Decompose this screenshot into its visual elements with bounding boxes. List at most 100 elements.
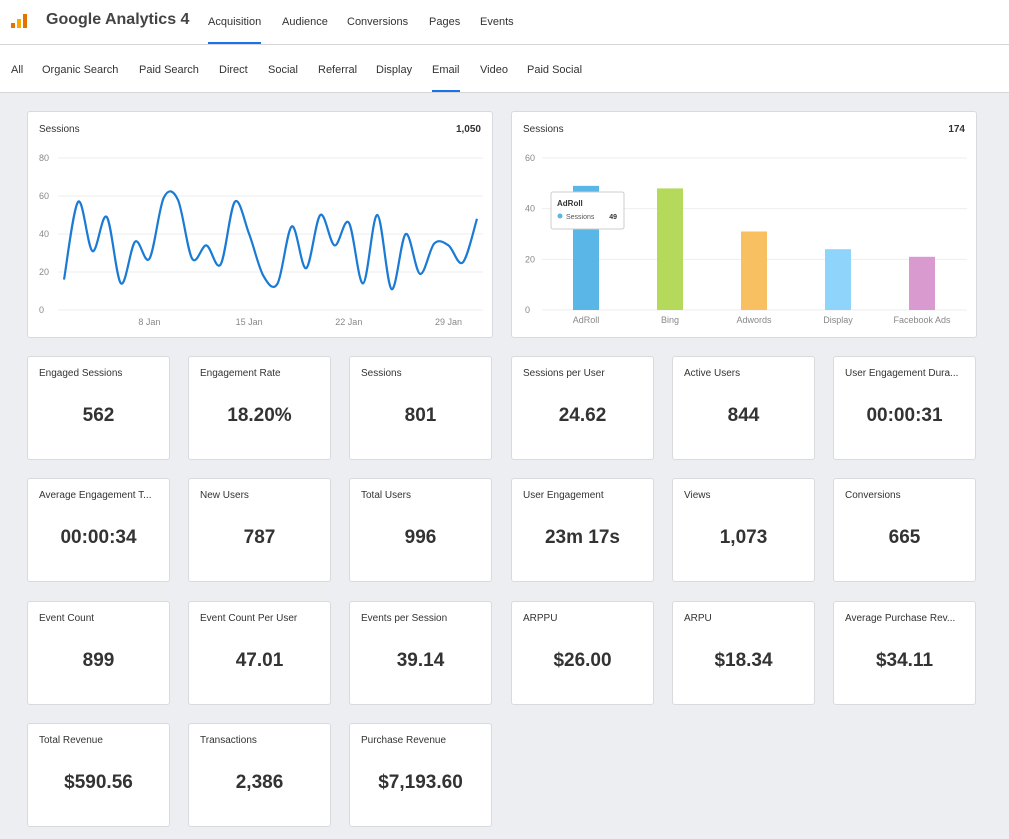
- metric-card: Event Count Per User 47.01: [188, 601, 331, 705]
- metric-label: Event Count: [39, 613, 95, 624]
- metric-value: 562: [82, 405, 115, 426]
- metric-value: $7,193.60: [378, 772, 463, 793]
- metric-card: Conversions 665: [833, 478, 976, 582]
- metric-card: User Engagement Dura... 00:00:31: [833, 356, 976, 460]
- metric-value: 787: [243, 527, 276, 548]
- metric-label: Sessions: [361, 368, 402, 379]
- metric-label: ARPU: [684, 613, 712, 624]
- metric-value: 996: [404, 527, 437, 548]
- y-tick-label: 20: [39, 267, 49, 277]
- chart-card: Sessions 174 0 20 40 60 AdRoll Bing Adwords Displ…: [511, 111, 977, 338]
- x-tick-label: 29 Jan: [435, 317, 462, 327]
- metric-card: ARPPU $26.00: [511, 601, 654, 705]
- subnav-tab[interactable]: Paid Search: [139, 64, 199, 76]
- chart-title: Sessions: [39, 124, 80, 135]
- metric-value: 00:00:31: [866, 405, 943, 426]
- tooltip: AdRoll Sessions 49: [550, 191, 625, 230]
- nav-tab[interactable]: Audience: [282, 16, 328, 28]
- logo: [11, 14, 27, 28]
- metric-value: $34.11: [875, 650, 934, 671]
- y-tick-label: 40: [39, 229, 49, 239]
- metric-label: Events per Session: [361, 613, 448, 624]
- nav-tab[interactable]: Events: [480, 16, 514, 28]
- metric-value: $18.34: [714, 650, 773, 671]
- bar: [909, 256, 935, 310]
- metric-value: 899: [82, 650, 115, 671]
- x-tick-label: 22 Jan: [335, 317, 362, 327]
- metric-value: 24.62: [558, 405, 607, 426]
- metric-label: Purchase Revenue: [361, 735, 447, 746]
- subnav-tab[interactable]: Display: [376, 64, 413, 76]
- metric-value: 18.20%: [227, 405, 292, 426]
- metric-card: New Users 787: [188, 478, 331, 582]
- metric-value: 23m 17s: [544, 527, 620, 548]
- metric-card: Transactions 2,386: [188, 723, 331, 827]
- nav-tab[interactable]: Conversions: [347, 16, 409, 28]
- metric-card: Active Users 844: [672, 356, 815, 460]
- metric-card: User Engagement 23m 17s: [511, 478, 654, 582]
- y-tick-label: 20: [525, 254, 535, 264]
- metric-label: Transactions: [200, 735, 257, 746]
- y-tick-label: 60: [39, 191, 49, 201]
- y-tick-label: 60: [525, 153, 535, 163]
- metric-card: Sessions 801: [349, 356, 492, 460]
- metric-label: Sessions per User: [523, 368, 605, 379]
- metric-label: Total Users: [361, 490, 412, 501]
- sessions-line: [62, 190, 479, 291]
- metric-value: 2,386: [235, 772, 284, 793]
- app-title: Google Analytics 4: [46, 11, 190, 28]
- tooltip-title: AdRoll: [557, 199, 583, 208]
- metric-label: Conversions: [845, 490, 901, 501]
- metric-card: Events per Session 39.14: [349, 601, 492, 705]
- chart: Sessions 1,050 0 20 40 60 80 8 Jan 15 Jan 22 Jan 2…: [39, 124, 483, 327]
- x-tick-label: 8 Jan: [138, 317, 160, 327]
- metric-label: User Engagement Dura...: [845, 368, 959, 379]
- metric-label: Views: [684, 490, 711, 501]
- tooltip-series: Sessions: [566, 214, 595, 221]
- metric-card: Total Users 996: [349, 478, 492, 582]
- metric-value: 665: [888, 527, 921, 548]
- metric-label: Engaged Sessions: [39, 368, 123, 379]
- x-tick-label: Adwords: [736, 315, 772, 325]
- metric-value: 00:00:34: [60, 527, 137, 548]
- metric-card: Engaged Sessions 562: [27, 356, 170, 460]
- metric-card: Sessions per User 24.62: [511, 356, 654, 460]
- chart: Sessions 174 0 20 40 60 AdRoll Bing Adwords Displ…: [523, 124, 967, 325]
- subnav-tab[interactable]: Email: [432, 64, 460, 92]
- subnav-tab[interactable]: Paid Social: [527, 64, 583, 76]
- subnav: All Organic Search Paid Search Direct Social…: [0, 45, 1009, 93]
- metric-card: Purchase Revenue $7,193.60: [349, 723, 492, 827]
- metric-card: Average Engagement T... 00:00:34: [27, 478, 170, 582]
- subnav-tab[interactable]: Referral: [318, 64, 358, 76]
- metric-label: New Users: [200, 490, 249, 501]
- nav-tab[interactable]: Pages: [429, 16, 461, 28]
- y-tick-label: 80: [39, 153, 49, 163]
- subnav-tab[interactable]: Social: [268, 64, 298, 76]
- bar: [741, 231, 767, 310]
- metric-label: ARPPU: [523, 613, 558, 624]
- metric-card: Event Count 899: [27, 601, 170, 705]
- subnav-tab[interactable]: Video: [480, 64, 508, 76]
- bar: [657, 188, 683, 310]
- chart-total: 1,050: [456, 124, 481, 135]
- bar: [825, 249, 851, 310]
- metric-label: Average Purchase Rev...: [845, 613, 956, 624]
- header: Google Analytics 4 Acquisition Audience Co…: [0, 0, 1009, 45]
- metric-card: ARPU $18.34: [672, 601, 815, 705]
- metric-value: 1,073: [719, 527, 768, 548]
- nav-tab[interactable]: Acquisition: [208, 16, 262, 44]
- subnav-tab[interactable]: Organic Search: [42, 64, 119, 76]
- metric-label: User Engagement: [523, 490, 604, 501]
- subnav-tab[interactable]: Direct: [219, 64, 248, 76]
- x-tick-label: Bing: [661, 315, 679, 325]
- subnav-tab[interactable]: All: [11, 64, 24, 76]
- metric-value: $590.56: [64, 772, 133, 793]
- metric-label: Active Users: [684, 368, 741, 379]
- metric-value: $26.00: [553, 650, 612, 671]
- metric-label: Average Engagement T...: [39, 490, 152, 501]
- y-tick-label: 0: [525, 305, 530, 315]
- metric-value: 844: [727, 405, 760, 426]
- metric-value: 47.01: [235, 650, 284, 671]
- tooltip-value: 49: [609, 214, 617, 221]
